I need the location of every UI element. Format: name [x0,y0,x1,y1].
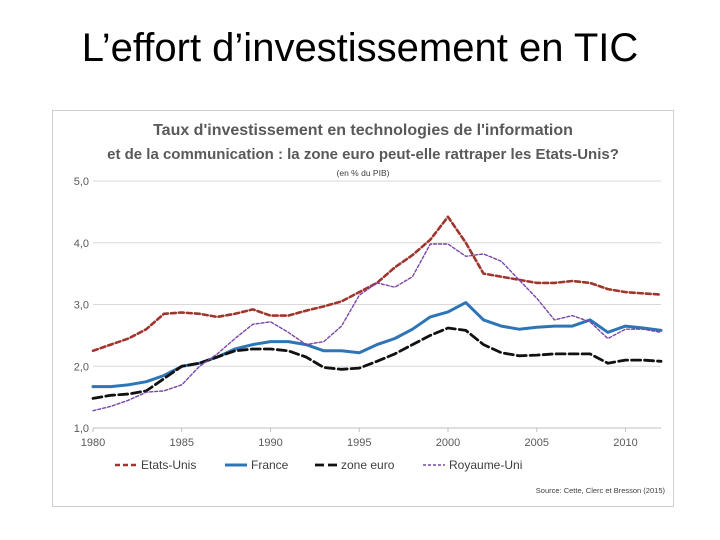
legend-label: Royaume-Uni [449,458,522,472]
y-tick-label: 1,0 [74,423,89,435]
x-tick-label: 1990 [258,437,282,449]
series-line-etats-unis [91,215,663,353]
y-tick-label: 5,0 [74,176,89,188]
legend-label: zone euro [341,458,395,472]
slide-title: L’effort d’investissement en TIC [81,26,639,70]
x-tick-label: 1980 [81,437,105,449]
chart-title-line-1: Taux d'investissement en technologies de… [153,122,573,139]
chart-title-line-2: et de la communication : la zone euro pe… [107,146,619,163]
chart-source: Source: Cette, Clerc et Bresson (2015) [536,486,666,495]
x-tick-label: 1985 [170,437,194,449]
grid-layer [93,180,661,429]
ict-investment-line-chart: Taux d'investissement en technologies de… [74,122,666,495]
y-tick-label: 4,0 [74,238,89,250]
legend-layer: Etats-Unis France zone euro Royaume-Uni [115,458,522,472]
x-tick-label: 2000 [436,437,460,449]
legend-label: France [251,458,289,472]
x-tick-label: 1995 [347,437,371,449]
series-line-france [91,301,663,389]
legend-label: Etats-Unis [141,458,196,472]
x-tick-label: 2005 [525,437,549,449]
axis-layer: 1,0 2,0 3,0 4,0 5,0 1980 1985 1990 1995 2000 2005 2… [74,176,661,449]
y-tick-label: 2,0 [74,361,89,373]
chart-subtitle: (en % du PIB) [337,168,390,178]
series-line-royaume-uni [92,243,662,412]
y-tick-label: 3,0 [74,300,89,312]
x-tick-label: 2010 [613,437,637,449]
series-layer [91,215,663,412]
series-line-zone-euro [91,326,663,400]
chart-frame: Taux d'investissement en technologies de… [52,110,674,507]
